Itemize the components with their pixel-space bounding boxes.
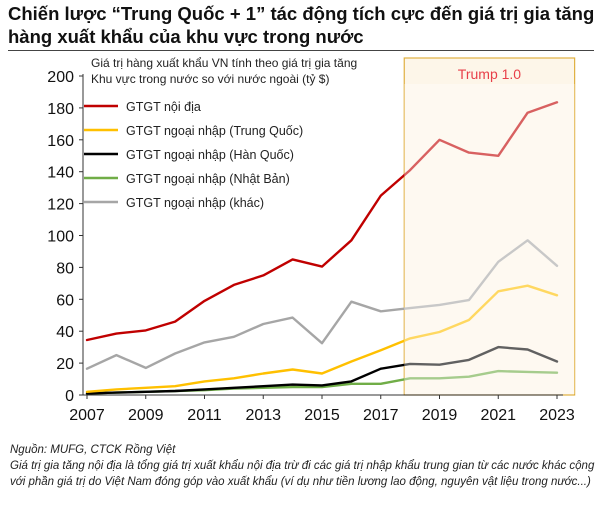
legend-label: GTGT ngoại nhập (khác) [126,196,264,210]
y-tick-label: 200 [47,69,74,86]
source-note: Nguồn: MUFG, CTCK Rồng Việt [10,444,176,456]
chart-footer: Nguồn: MUFG, CTCK Rồng Việt Giá trị gia … [10,442,598,490]
y-tick-label: 20 [56,356,74,373]
series-line [85,101,559,342]
highlight-label: Trump 1.0 [458,66,521,82]
x-tick-label: 2007 [69,407,105,424]
line-chart: Trump 1.0 0 20 40 60 80 100 120 140 160 180 200 200… [47,56,576,424]
legend-label: GTGT ngoại nhập (Nhật Bản) [126,172,290,186]
legend-title: Khu vực trong nước so với nước ngoài (tỷ… [91,72,329,86]
series-line [85,239,559,370]
series-line [85,284,559,393]
y-tick-label: 0 [65,388,74,405]
series-lines [85,84,575,395]
axes: 0 20 40 60 80 100 120 140 160 180 200 2007 2009 2011 2… [47,69,575,424]
chart-title: Chiến lược “Trung Quốc + 1” tác động tíc… [8,3,595,47]
highlight-wash [404,84,575,394]
title-divider [8,50,594,51]
x-tick-label: 2017 [363,407,399,424]
y-tick-label: 180 [47,101,74,118]
legend-label: GTGT ngoại nhập (Trung Quốc) [126,124,303,138]
x-tick-label: 2015 [304,407,340,424]
x-tick-label: 2019 [422,407,458,424]
legend: Giá trị hàng xuất khẩu VN tính theo giá … [84,56,357,210]
y-tick-label: 100 [47,229,74,246]
x-tick-label: 2009 [128,407,164,424]
x-tick-label: 2023 [539,407,575,424]
y-tick-label: 60 [56,292,74,309]
y-tick-label: 80 [56,260,74,277]
y-tick-label: 160 [47,133,74,150]
legend-title: Giá trị hàng xuất khẩu VN tính theo giá … [91,56,357,70]
highlight-region-layer: Trump 1.0 [403,57,576,396]
y-tick-label: 120 [47,197,74,214]
x-tick-label: 2013 [245,407,281,424]
series-line [85,345,559,395]
definition-note: Giá trị gia tăng nội địa là tổng giá trị… [10,460,595,488]
highlight-region [403,57,576,396]
x-tick-label: 2021 [480,407,516,424]
legend-label: GTGT ngoại nhập (Hàn Quốc) [126,148,294,162]
y-tick-label: 40 [56,324,74,341]
y-tick-label: 140 [47,165,74,182]
x-tick-label: 2011 [187,407,222,424]
legend-label: GTGT nội địa [126,100,201,114]
